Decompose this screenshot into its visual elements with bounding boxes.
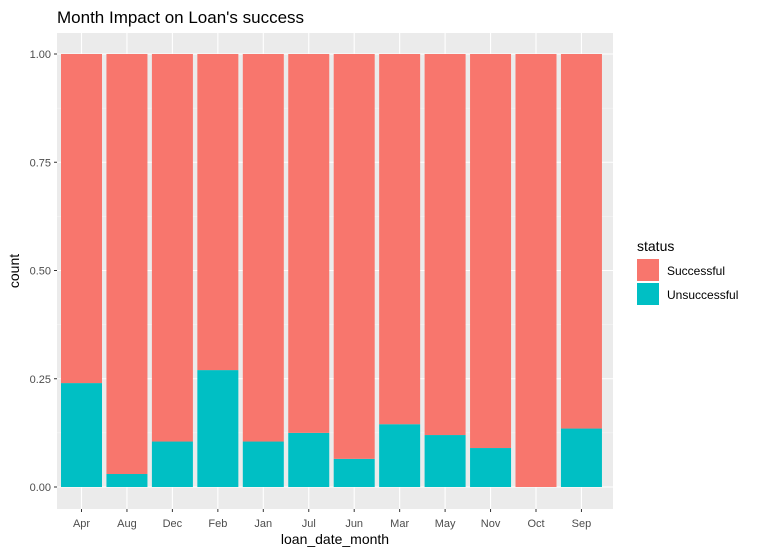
y-tick-label: 0.50 <box>30 266 51 278</box>
bar-unsuccessful-mar <box>379 424 421 487</box>
x-tick-label: Jun <box>345 518 363 530</box>
bar-successful-sep <box>560 54 602 429</box>
legend: status Successful Unsuccessful <box>637 238 738 305</box>
x-tick-label: Dec <box>163 518 183 530</box>
x-axis-title: loan_date_month <box>281 531 389 547</box>
bar-successful-nov <box>470 54 512 449</box>
x-tick-label: Apr <box>73 518 90 530</box>
legend-swatch-unsuccessful <box>637 283 659 305</box>
y-axis-title: count <box>6 254 22 288</box>
bar-unsuccessful-jan <box>242 441 284 487</box>
bar-unsuccessful-sep <box>560 428 602 487</box>
bar-successful-jun <box>333 54 375 459</box>
x-tick-label: Sep <box>572 518 592 530</box>
bar-unsuccessful-aug <box>106 474 148 487</box>
bar-successful-aug <box>106 54 148 475</box>
legend-swatch-successful <box>637 259 659 281</box>
x-tick-label: Jan <box>254 518 272 530</box>
bar-unsuccessful-dec <box>151 441 193 487</box>
x-tick-label: May <box>435 518 456 530</box>
legend-label-unsuccessful: Unsuccessful <box>667 288 738 302</box>
bar-successful-feb <box>197 54 239 371</box>
bar-successful-mar <box>379 54 421 425</box>
bar-successful-dec <box>151 54 193 442</box>
bar-unsuccessful-jul <box>288 432 330 487</box>
bar-unsuccessful-nov <box>470 448 512 487</box>
x-tick-label: Mar <box>390 518 409 530</box>
bar-successful-may <box>424 54 466 436</box>
y-tick-label: 0.25 <box>30 374 51 386</box>
legend-label-successful: Successful <box>667 264 725 278</box>
bar-unsuccessful-may <box>424 435 466 487</box>
bar-unsuccessful-feb <box>197 370 239 487</box>
x-tick-label: Nov <box>481 518 501 530</box>
bar-unsuccessful-jun <box>333 458 375 487</box>
y-tick-label: 1.00 <box>30 49 51 61</box>
bar-successful-jul <box>288 54 330 433</box>
x-tick-label: Feb <box>208 518 227 530</box>
chart-title: Month Impact on Loan's success <box>57 8 304 27</box>
bar-unsuccessful-apr <box>61 383 102 487</box>
y-tick-label: 0.75 <box>30 157 51 169</box>
x-axis: Apr Aug Dec Feb Jan Jul Jun Mar May Nov Oct Sep <box>73 509 591 530</box>
bar-successful-apr <box>61 54 102 384</box>
y-tick-label: 0.00 <box>30 482 51 494</box>
bar-successful-jan <box>242 54 284 442</box>
bar-successful-oct <box>515 54 557 487</box>
x-tick-label: Jul <box>302 518 316 530</box>
bars-group <box>61 54 602 487</box>
y-axis: 0.00 0.25 0.50 0.75 1.00 <box>30 49 57 494</box>
x-tick-label: Oct <box>527 518 544 530</box>
legend-title: status <box>637 238 674 254</box>
x-tick-label: Aug <box>117 518 137 530</box>
